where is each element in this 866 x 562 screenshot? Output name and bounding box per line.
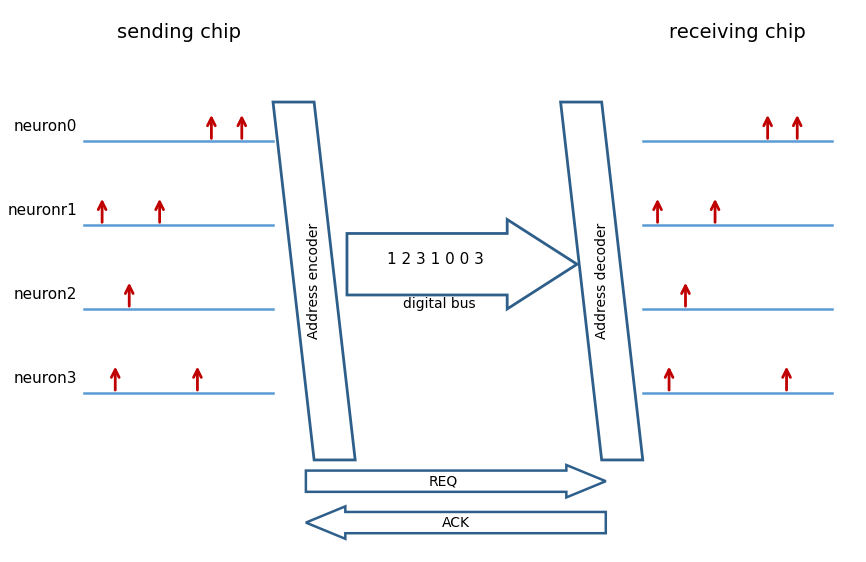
- Text: receiving chip: receiving chip: [669, 22, 805, 42]
- Text: neuron3: neuron3: [14, 371, 77, 386]
- Polygon shape: [560, 102, 643, 460]
- Polygon shape: [347, 220, 577, 309]
- Text: digital bus: digital bus: [403, 297, 475, 311]
- Text: neuronr1: neuronr1: [8, 203, 77, 219]
- Text: neuron2: neuron2: [14, 287, 77, 302]
- Text: neuron0: neuron0: [14, 120, 77, 134]
- Text: ACK: ACK: [442, 515, 470, 529]
- Polygon shape: [306, 506, 606, 539]
- Polygon shape: [306, 465, 606, 497]
- Text: REQ: REQ: [429, 474, 458, 488]
- Polygon shape: [273, 102, 355, 460]
- Text: Address decoder: Address decoder: [595, 223, 609, 339]
- Text: sending chip: sending chip: [117, 22, 241, 42]
- Text: 1 2 3 1 0 0 3: 1 2 3 1 0 0 3: [387, 252, 484, 268]
- Text: Address encoder: Address encoder: [307, 223, 321, 339]
